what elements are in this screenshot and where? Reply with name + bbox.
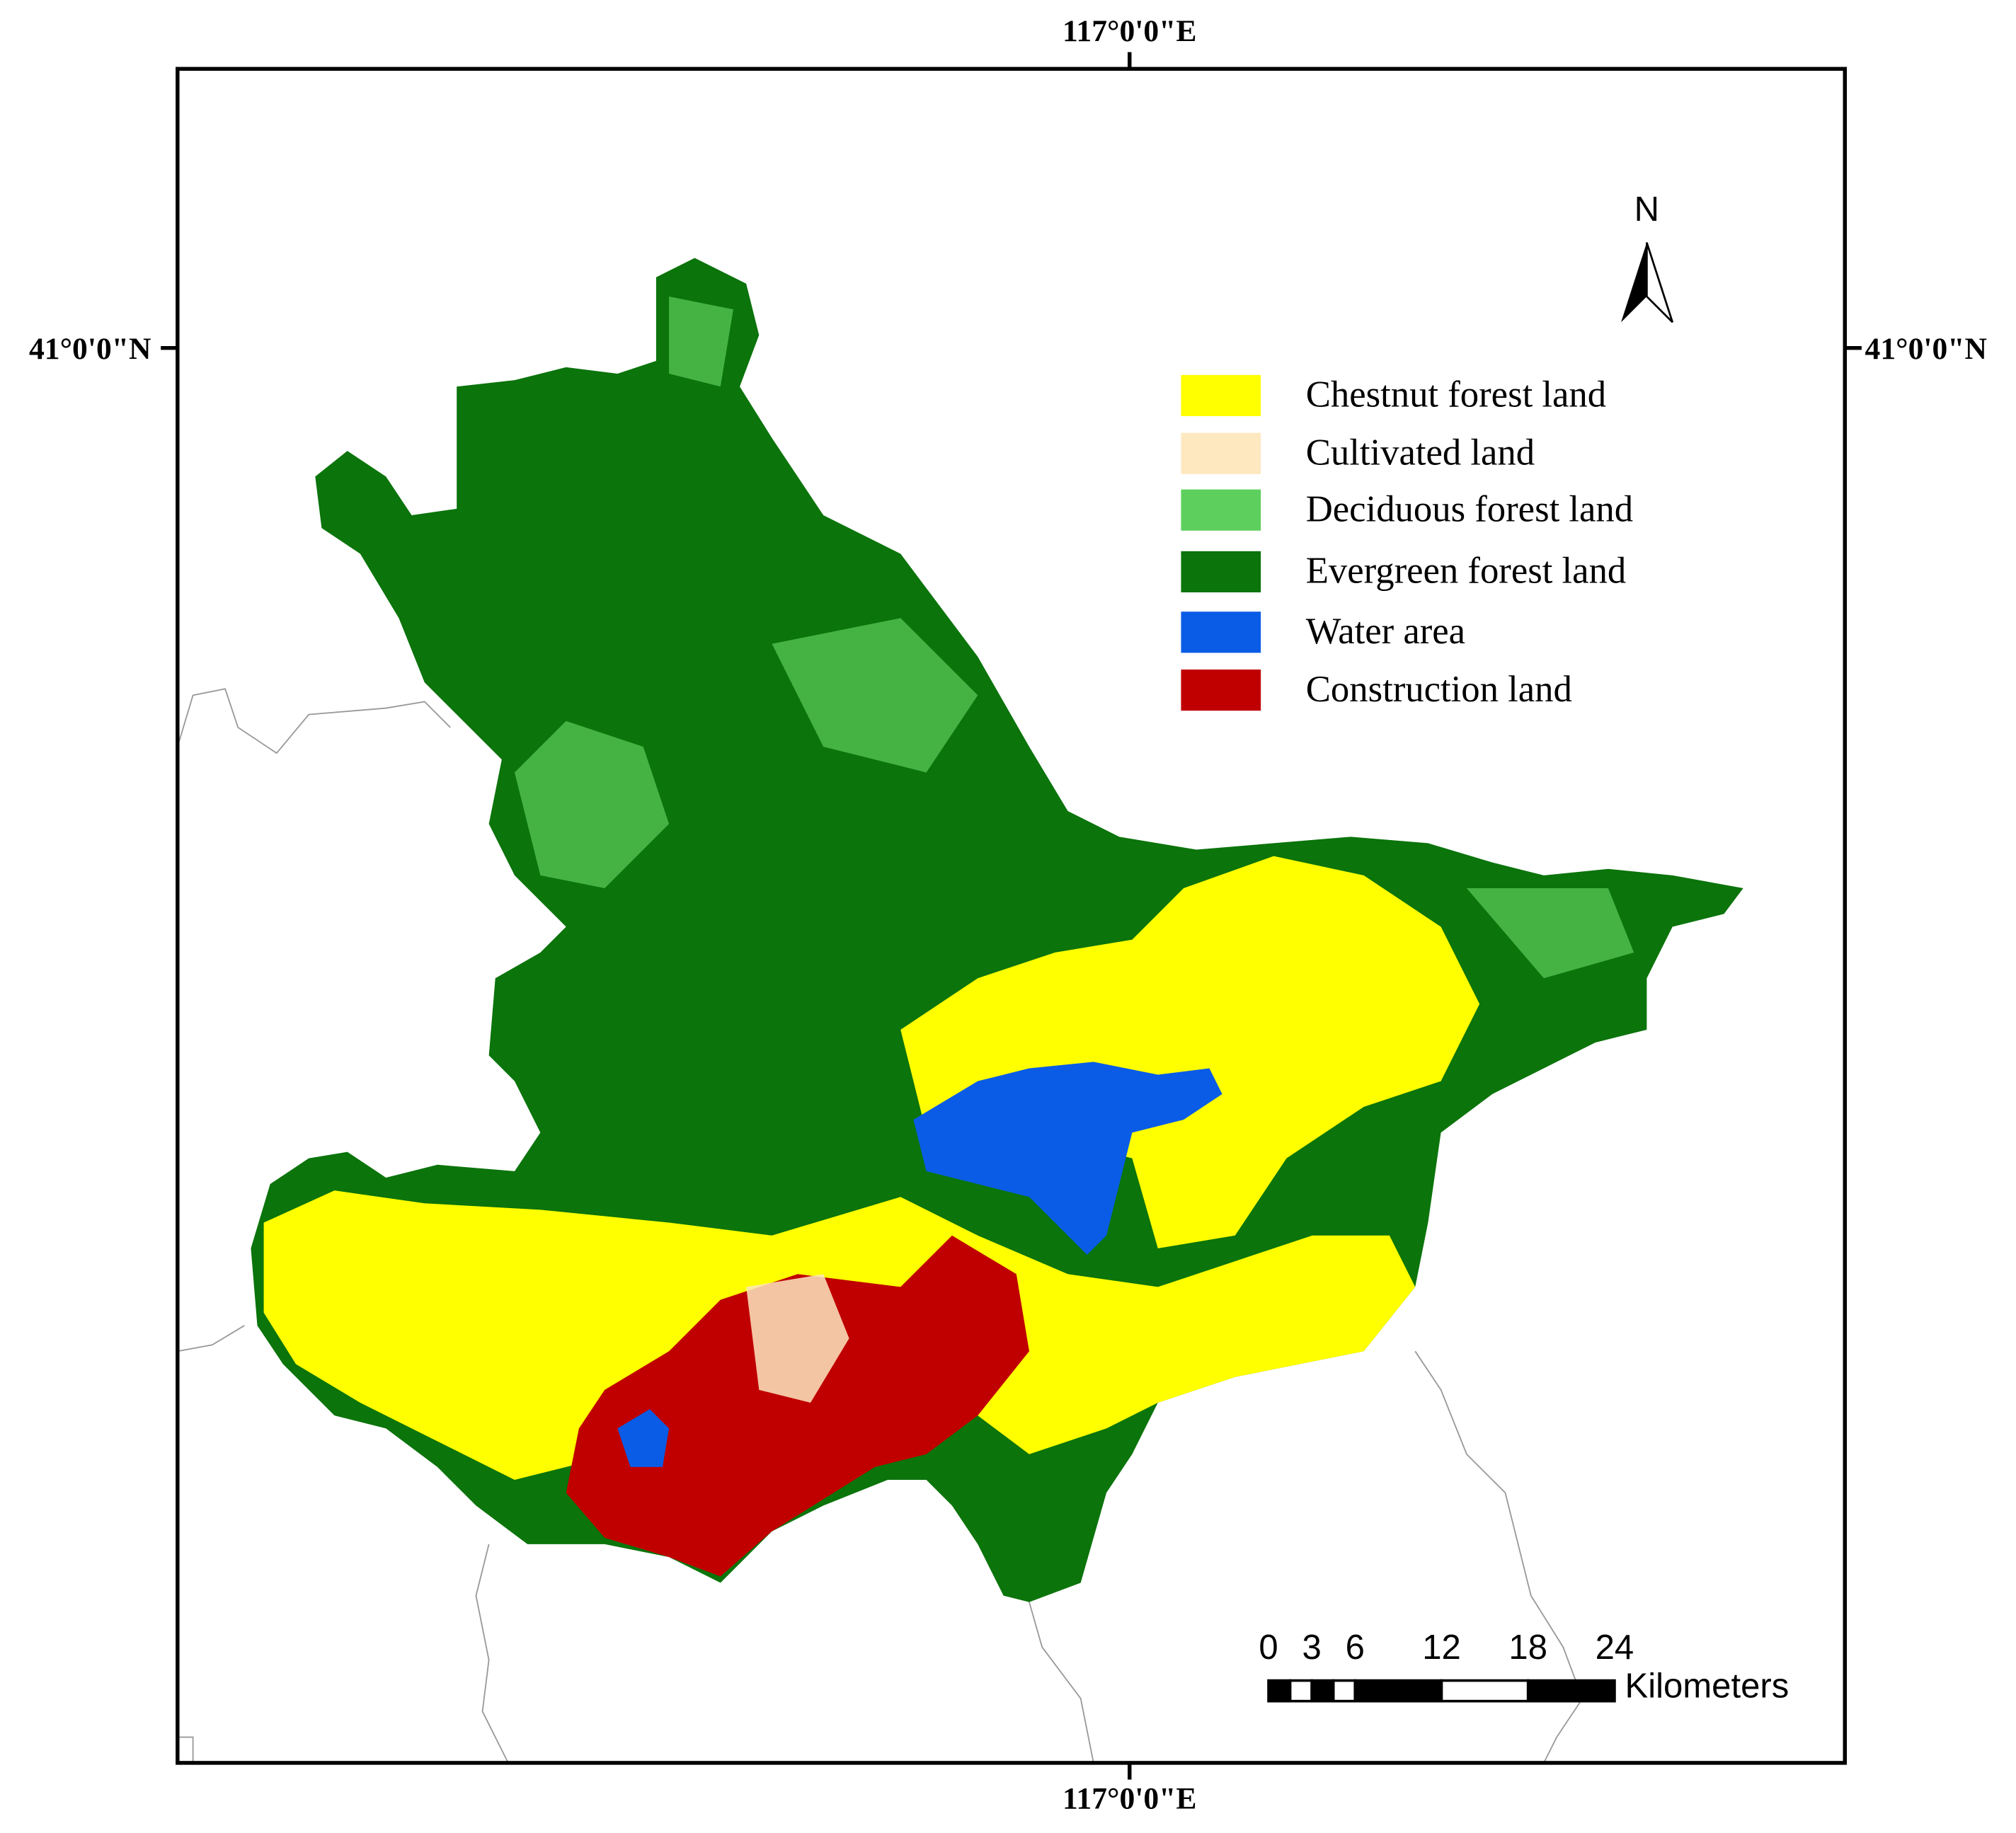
- scale-segment: [1526, 1679, 1616, 1703]
- north-label: N: [1634, 190, 1659, 229]
- neighbor-boundaries: [176, 688, 1583, 1764]
- scale-label: 24: [1596, 1628, 1634, 1667]
- scale-label: 6: [1346, 1628, 1365, 1667]
- graticule-label: 117°0'0"E: [1063, 14, 1196, 48]
- chestnut-area: [900, 856, 1480, 1248]
- graticule-label: 41°0'0"N: [29, 332, 151, 366]
- legend-label: Chestnut forest land: [1306, 374, 1606, 415]
- legend-swatch: [1181, 670, 1261, 711]
- construction-area: [566, 1235, 1029, 1577]
- graticule-ticks: [161, 52, 1862, 1780]
- north-arrow: [1646, 242, 1674, 323]
- legend-swatch: [1181, 374, 1261, 416]
- scale-segment: [1353, 1679, 1443, 1703]
- deciduous-area: [669, 296, 733, 387]
- legend: Chestnut forest land Cultivated land Decid…: [1181, 374, 1633, 711]
- scale-label: 3: [1302, 1628, 1322, 1667]
- deciduous-area: [514, 720, 670, 889]
- scale-segment: [1267, 1679, 1292, 1703]
- water-area: [913, 1062, 1222, 1255]
- legend-swatch: [1181, 551, 1261, 592]
- legend-swatch: [1181, 432, 1261, 474]
- scale-label: 0: [1259, 1628, 1278, 1667]
- scale-segment: [1310, 1679, 1335, 1703]
- cultivated-area: [746, 1274, 849, 1403]
- deciduous-area: [1466, 888, 1634, 979]
- legend-swatch: [1181, 489, 1261, 531]
- legend-label: Deciduous forest land: [1306, 488, 1633, 529]
- legend-label: Construction land: [1306, 669, 1572, 710]
- water-area: [617, 1409, 670, 1467]
- graticule-label: 117°0'0"E: [1063, 1781, 1196, 1815]
- graticule-label: 41°0'0"N: [1865, 332, 1987, 366]
- legend-label: Cultivated land: [1306, 432, 1535, 473]
- scale-unit: Kilometers: [1625, 1667, 1789, 1705]
- scale-segment: [1440, 1679, 1530, 1703]
- legend-label: Evergreen forest land: [1306, 551, 1627, 592]
- legend-label: Water area: [1306, 611, 1465, 652]
- land-cover: [251, 258, 1743, 1602]
- scale-label: 18: [1508, 1628, 1547, 1667]
- deciduous-area: [772, 618, 978, 773]
- scale-segment: [1331, 1679, 1357, 1703]
- scale-label: 12: [1422, 1628, 1461, 1667]
- legend-swatch: [1181, 611, 1261, 653]
- scale-segment: [1288, 1679, 1313, 1703]
- map-frame: [176, 67, 1848, 1765]
